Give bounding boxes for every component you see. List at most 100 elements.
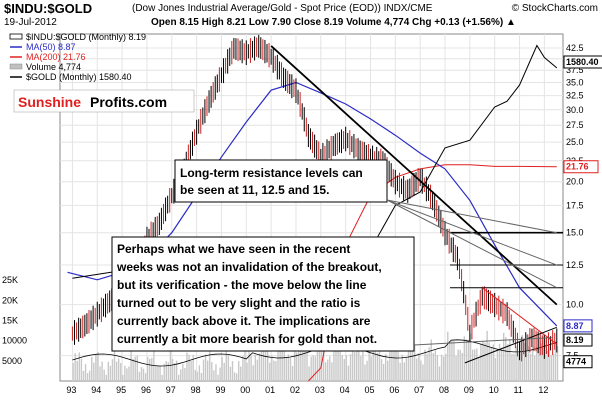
volume-bar xyxy=(300,338,302,381)
volume-bar xyxy=(155,365,157,381)
y-tick-label: 37.5 xyxy=(566,65,584,75)
volume-bar xyxy=(509,339,511,381)
volume-bar xyxy=(211,362,213,381)
volume-bar xyxy=(554,340,557,381)
volume-bar xyxy=(517,352,519,381)
volume-bar xyxy=(244,350,246,381)
value-label-box xyxy=(563,55,602,69)
volume-bar xyxy=(115,361,118,381)
annotation-text: but its verification - the move below th… xyxy=(117,278,367,292)
volume-bar xyxy=(542,333,544,381)
value-label: 21.76 xyxy=(566,162,589,172)
legend-label: MA(50) 8.87 xyxy=(26,42,76,52)
brand-part1: Sunshine xyxy=(18,94,81,110)
y-tick-label: 32.5 xyxy=(566,91,584,101)
date-label: 19-Jul-2012 xyxy=(4,17,57,28)
volume-bar xyxy=(306,352,308,381)
volume-bar xyxy=(351,347,354,381)
legend-label: $INDU:$GOLD (Monthly) 8.19 xyxy=(26,32,146,42)
volume-bar xyxy=(130,351,132,381)
volume-bar xyxy=(295,352,298,381)
volume-bar xyxy=(403,362,406,381)
volume-bar xyxy=(225,351,227,381)
x-tick-label: 08 xyxy=(439,385,449,395)
volume-bar xyxy=(548,344,550,381)
value-label-box xyxy=(563,355,593,369)
volume-bar xyxy=(266,348,269,381)
volume-bar xyxy=(192,354,194,381)
volume-bar xyxy=(544,338,546,381)
volume-bar xyxy=(107,361,110,381)
x-tick-label: 97 xyxy=(166,385,176,395)
volume-bar xyxy=(500,347,503,381)
volume-bar xyxy=(196,371,199,381)
volume-bar xyxy=(366,360,368,381)
volume-bar xyxy=(113,349,116,381)
x-tick-label: 03 xyxy=(315,385,325,395)
volume-bar xyxy=(72,362,74,381)
value-label-box xyxy=(563,160,599,174)
x-tick-label: 11 xyxy=(514,385,523,395)
volume-bar xyxy=(142,368,145,381)
volume-bar xyxy=(117,358,120,381)
annotation-pointer xyxy=(386,199,557,266)
x-tick-label: 94 xyxy=(91,385,101,395)
volume-bar xyxy=(184,368,186,381)
annotation-text: currently a bit more bearish for gold th… xyxy=(117,332,377,346)
x-tick-label: 93 xyxy=(66,385,76,395)
volume-bar xyxy=(291,366,294,381)
volume-bar xyxy=(345,355,348,381)
volume-bar xyxy=(341,355,343,381)
volume-bar xyxy=(84,364,87,381)
volume-bar xyxy=(459,349,461,381)
volume-bar xyxy=(347,365,350,381)
x-tick-label: 00 xyxy=(240,385,250,395)
volume-bar xyxy=(523,342,526,381)
volume-bar xyxy=(515,346,517,381)
volume-bar xyxy=(289,358,292,381)
volume-bar xyxy=(496,349,499,381)
copyright: © StockCharts.com xyxy=(511,3,598,14)
volume-bar xyxy=(254,354,256,381)
volume-bar xyxy=(287,354,290,381)
y-tick-label: 12.5 xyxy=(566,260,584,270)
volume-bar xyxy=(434,350,437,381)
brand-logo: Sunshine Profits.com xyxy=(13,89,195,113)
annotation-box xyxy=(174,159,388,203)
legend-swatch xyxy=(9,33,23,40)
volume-bar xyxy=(480,343,482,381)
volume-bar xyxy=(180,369,182,381)
volume-bar xyxy=(416,358,418,381)
annotation-text: Long-term resistance levels can xyxy=(180,166,363,180)
volume-bar xyxy=(324,362,327,381)
volume-bar xyxy=(124,365,126,381)
volume-bar xyxy=(449,340,451,381)
volume-bar xyxy=(177,374,180,381)
volume-bar xyxy=(478,357,480,381)
volume-bar xyxy=(376,352,379,381)
volume-bar xyxy=(227,354,230,381)
value-label-box xyxy=(563,333,593,347)
value-label: 8.87 xyxy=(566,321,584,331)
volume-bar xyxy=(337,349,339,381)
chart-subtitle: (Dow Jones Industrial Average/Gold - Spo… xyxy=(132,3,433,14)
volume-bar xyxy=(138,371,141,381)
volume-bar xyxy=(308,366,310,381)
main-trend-line xyxy=(270,45,558,306)
volume-bar xyxy=(529,353,532,381)
volume-bar xyxy=(358,347,360,381)
volume-bar xyxy=(484,342,486,381)
annotation-resistance: Long-term resistance levels can be seen a… xyxy=(174,159,388,203)
volume-bar xyxy=(389,350,391,381)
brand-box xyxy=(13,89,195,113)
volume-bar xyxy=(264,344,267,381)
x-tick-label: 99 xyxy=(215,385,225,395)
volume-bar xyxy=(405,358,408,381)
volume-bar xyxy=(519,338,521,381)
volume-bar xyxy=(252,365,254,381)
volume-bar xyxy=(293,351,296,381)
volume-bar xyxy=(101,361,103,381)
volume-bar xyxy=(240,366,242,381)
